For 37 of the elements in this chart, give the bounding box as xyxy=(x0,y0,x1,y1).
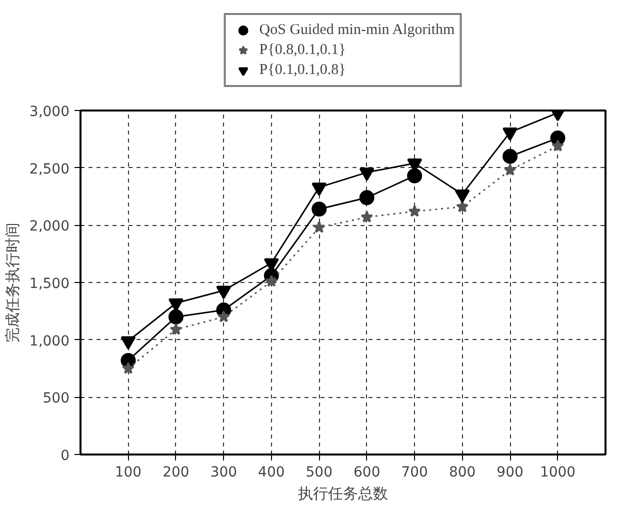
point xyxy=(359,190,374,206)
x-tick-label: 300 xyxy=(210,464,238,480)
point xyxy=(265,274,278,287)
legend-label: P{0.8,0.1,0.1} xyxy=(259,40,346,60)
x-tick-label: 200 xyxy=(162,464,190,480)
y-axis-title: 完成任务执行时间 xyxy=(3,222,22,342)
y-tick-label: 3,000 xyxy=(29,104,70,120)
x-tick-label: 400 xyxy=(258,464,285,480)
point xyxy=(502,148,518,164)
point xyxy=(408,204,421,217)
y-tick-label: 1,000 xyxy=(29,333,70,350)
y-tick-label: 0 xyxy=(60,448,70,464)
y-tick-label: 1,500 xyxy=(29,276,70,292)
y-tick-label: 2,000 xyxy=(29,218,70,235)
legend-label: P{0.1,0.1,0.8} xyxy=(259,60,346,80)
point xyxy=(122,362,134,374)
point xyxy=(312,220,326,233)
point xyxy=(552,140,564,152)
point xyxy=(456,200,469,212)
x-tick-label: 800 xyxy=(448,464,476,480)
x-tick-label: 900 xyxy=(496,464,524,480)
x-tick-label: 500 xyxy=(306,464,333,480)
point xyxy=(360,210,374,223)
y-tick-label: 2,500 xyxy=(29,161,70,178)
point xyxy=(407,168,422,184)
point xyxy=(312,202,327,217)
point xyxy=(217,310,230,322)
x-tick-label: 100 xyxy=(114,464,142,480)
x-tick-label: 600 xyxy=(354,464,380,480)
point xyxy=(170,323,182,335)
point xyxy=(168,309,184,324)
y-tick-label: 500 xyxy=(42,390,70,407)
x-axis-title: 执行任务总数 xyxy=(298,484,388,502)
point xyxy=(504,164,516,176)
x-tick-label: 700 xyxy=(401,464,428,480)
x-tick-label: 1000 xyxy=(540,464,576,480)
legend-label: QoS Guided min-min Algorithm xyxy=(259,20,455,40)
